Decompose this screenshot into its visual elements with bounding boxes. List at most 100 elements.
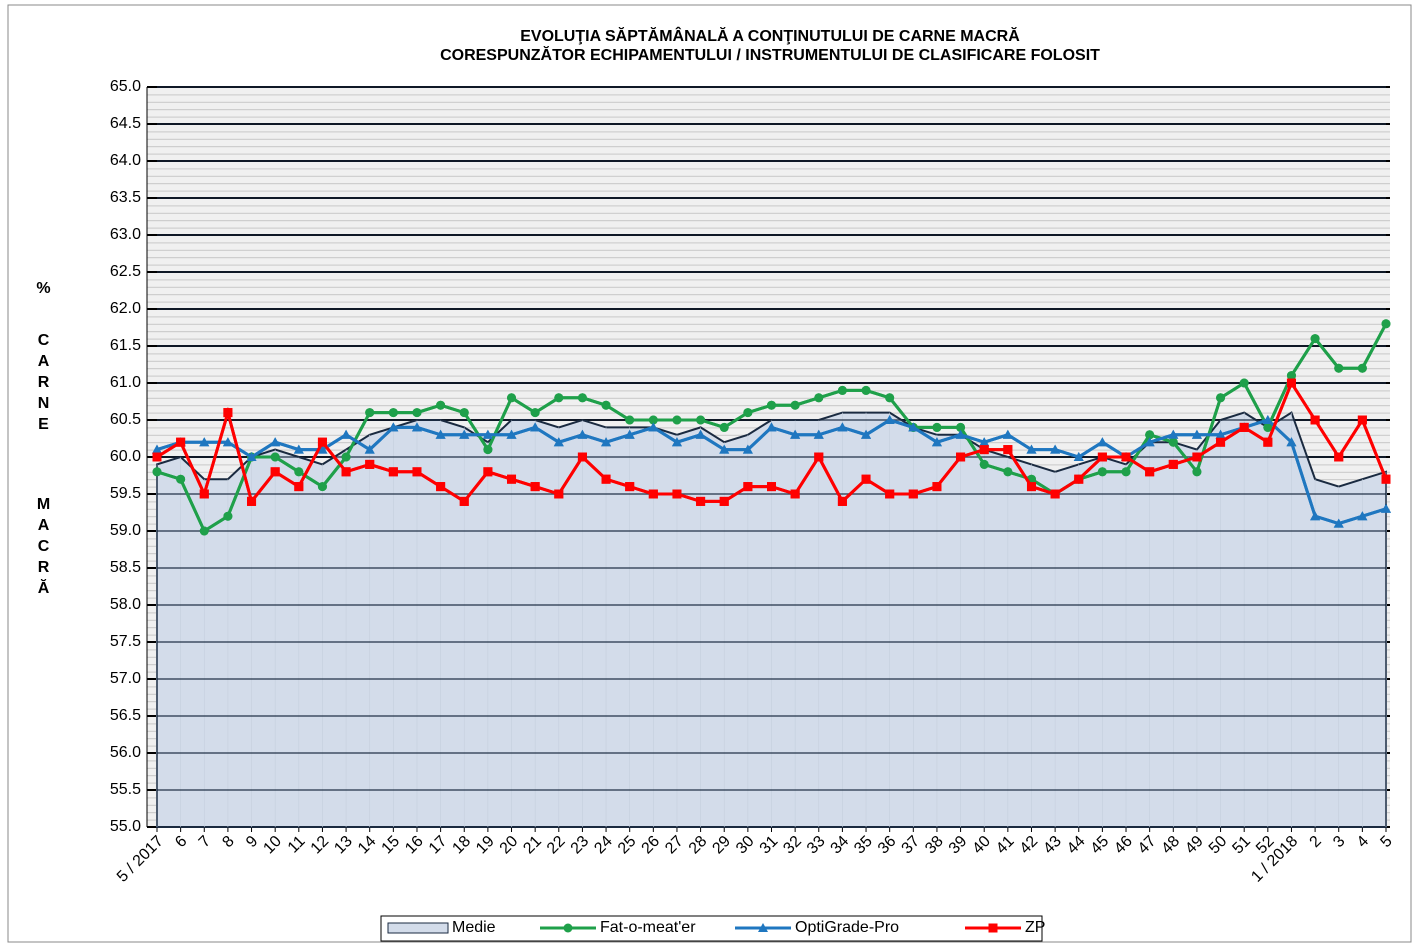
marker: [317, 482, 327, 492]
marker: [1003, 467, 1013, 477]
y-tick-label: 61.5: [110, 337, 141, 354]
marker: [601, 474, 611, 484]
marker: [176, 474, 186, 484]
marker: [577, 393, 587, 403]
legend-label: Fat-o-meat'er: [600, 919, 696, 936]
marker: [837, 385, 847, 395]
marker: [1215, 429, 1226, 439]
marker: [341, 452, 351, 462]
marker: [1357, 363, 1367, 373]
marker: [648, 489, 658, 499]
marker: [1310, 334, 1320, 344]
marker: [696, 496, 706, 506]
marker: [152, 452, 162, 462]
marker: [152, 444, 162, 454]
marker: [1026, 482, 1036, 492]
marker: [341, 467, 351, 477]
marker: [885, 489, 895, 499]
marker: [1050, 489, 1060, 499]
y-tick-label: 60.5: [110, 411, 141, 428]
y-tick-label: 55.5: [110, 781, 141, 798]
marker: [767, 482, 776, 492]
marker: [553, 437, 564, 447]
marker: [176, 437, 186, 447]
marker: [988, 923, 998, 933]
marker: [719, 496, 729, 506]
marker: [293, 444, 304, 454]
marker: [932, 482, 942, 492]
y-tick-label: 57.0: [110, 670, 141, 687]
marker: [294, 467, 304, 477]
marker: [507, 393, 517, 403]
marker: [1286, 437, 1297, 447]
legend-label: OptiGrade-Pro: [795, 919, 899, 936]
y-tick-label: 63.5: [110, 189, 141, 206]
marker: [1310, 511, 1321, 521]
marker: [813, 429, 824, 439]
marker: [1381, 319, 1391, 329]
marker: [790, 400, 800, 410]
y-tick-label: 62.5: [110, 263, 141, 280]
marker: [671, 437, 682, 447]
marker: [294, 482, 304, 492]
y-tick-label: 62.0: [110, 300, 141, 317]
marker: [743, 408, 753, 418]
y-axis-label: CARNE: [35, 332, 52, 437]
marker: [530, 408, 540, 418]
marker: [1002, 429, 1013, 439]
y-tick-label: 55.0: [110, 818, 141, 835]
marker: [861, 385, 871, 395]
marker: [199, 489, 209, 499]
marker: [979, 459, 989, 469]
marker: [1145, 467, 1155, 477]
marker: [270, 452, 280, 462]
marker: [743, 482, 753, 492]
y-tick-label: 64.5: [110, 115, 141, 132]
y-tick-label: 64.0: [110, 152, 141, 169]
marker: [956, 422, 966, 432]
marker: [1168, 459, 1178, 469]
marker: [152, 467, 162, 477]
marker: [577, 429, 588, 439]
marker: [530, 422, 541, 432]
marker: [554, 489, 564, 499]
marker: [435, 429, 446, 439]
y-axis-label: MACRĂ: [35, 496, 52, 601]
marker: [861, 474, 871, 484]
marker: [199, 437, 210, 447]
marker: [814, 393, 824, 403]
marker: [766, 422, 777, 432]
marker: [758, 923, 768, 932]
marker: [1263, 422, 1273, 432]
marker: [507, 474, 517, 484]
marker: [625, 482, 635, 492]
marker: [246, 452, 257, 461]
marker: [223, 511, 233, 521]
marker: [199, 526, 209, 536]
marker: [365, 459, 375, 469]
y-tick-label: 60.0: [110, 448, 141, 465]
marker: [1097, 467, 1107, 477]
legend-box: [380, 915, 1043, 942]
marker: [955, 429, 966, 439]
marker: [908, 489, 918, 499]
marker: [483, 445, 493, 455]
marker: [436, 400, 446, 410]
marker: [837, 496, 847, 506]
marker: [1381, 474, 1391, 484]
marker: [459, 496, 469, 506]
marker: [247, 496, 257, 506]
legend-swatch: [387, 922, 449, 934]
marker: [411, 422, 422, 432]
marker: [1357, 415, 1367, 425]
marker: [695, 429, 706, 439]
y-tick-label: 59.5: [110, 485, 141, 502]
marker: [317, 437, 327, 447]
marker: [1145, 430, 1155, 440]
marker: [1239, 422, 1249, 432]
marker: [270, 467, 280, 477]
marker: [341, 429, 352, 439]
marker: [1286, 371, 1296, 381]
y-axis-label: %: [35, 280, 52, 301]
